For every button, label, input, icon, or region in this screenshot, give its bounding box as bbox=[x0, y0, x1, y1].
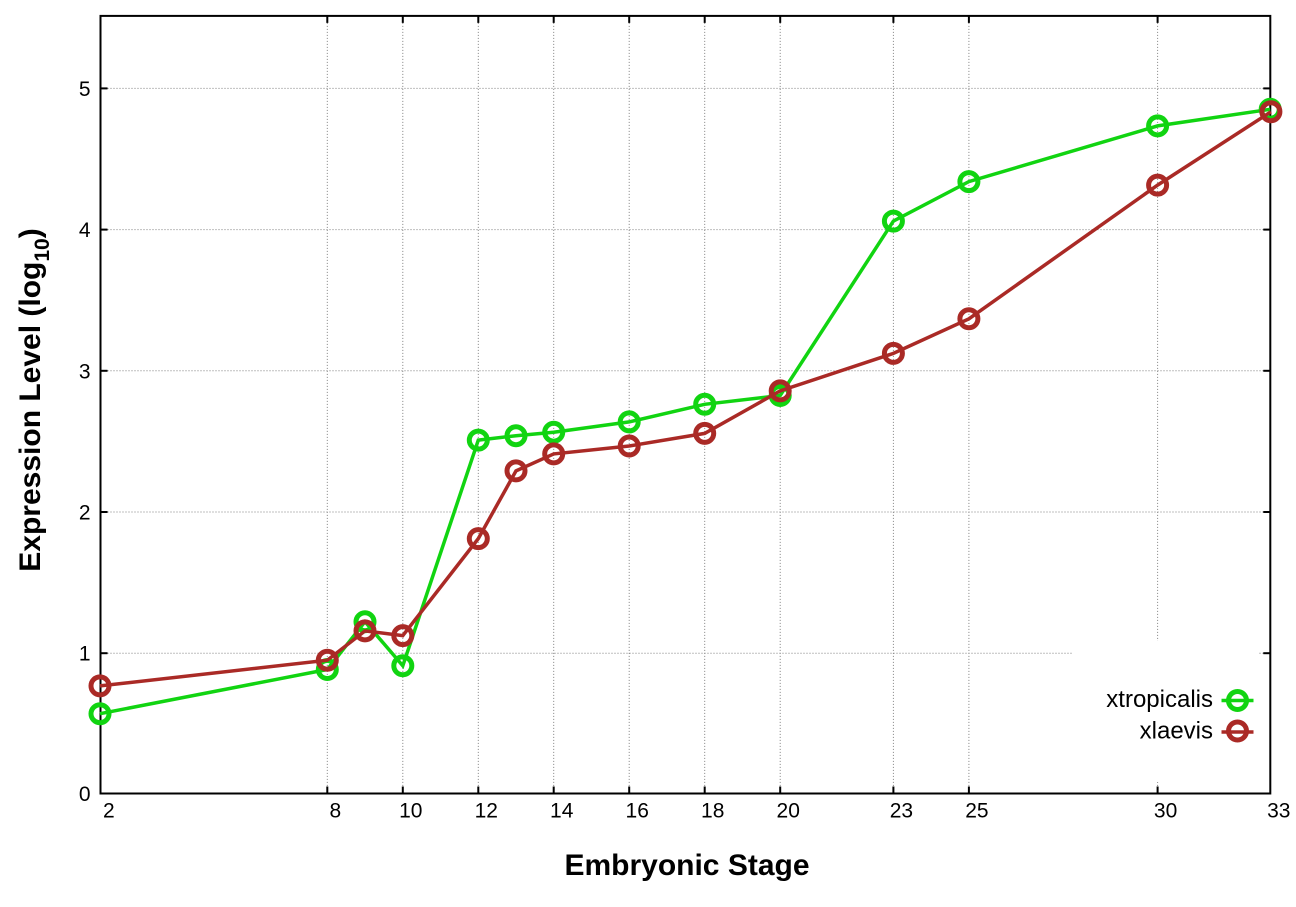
svg-text:33: 33 bbox=[1267, 800, 1290, 823]
svg-text:4: 4 bbox=[79, 219, 91, 242]
svg-text:0: 0 bbox=[79, 783, 91, 806]
svg-text:25: 25 bbox=[965, 800, 988, 823]
svg-text:Embryonic Stage: Embryonic Stage bbox=[564, 849, 809, 882]
svg-text:14: 14 bbox=[550, 800, 574, 823]
svg-text:16: 16 bbox=[626, 800, 649, 823]
svg-text:23: 23 bbox=[890, 800, 913, 823]
svg-text:10: 10 bbox=[399, 800, 422, 823]
svg-text:12: 12 bbox=[475, 800, 498, 823]
svg-text:xtropicalis: xtropicalis bbox=[1106, 686, 1213, 713]
svg-text:20: 20 bbox=[777, 800, 800, 823]
svg-text:xlaevis: xlaevis bbox=[1140, 718, 1213, 745]
svg-text:1: 1 bbox=[79, 643, 91, 666]
svg-text:18: 18 bbox=[701, 800, 724, 823]
svg-text:2: 2 bbox=[79, 502, 91, 525]
svg-text:30: 30 bbox=[1154, 800, 1177, 823]
svg-text:3: 3 bbox=[79, 360, 91, 383]
svg-text:2: 2 bbox=[103, 800, 115, 823]
svg-text:5: 5 bbox=[79, 78, 91, 101]
svg-text:8: 8 bbox=[329, 800, 341, 823]
